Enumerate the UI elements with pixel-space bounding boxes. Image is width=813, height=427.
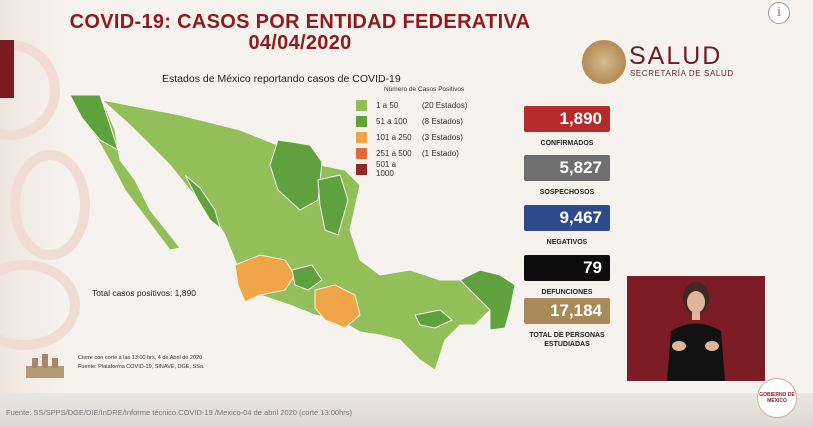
stat-label: SOSPECHOSOS bbox=[539, 189, 595, 196]
stat-label: NEGATIVOS bbox=[546, 239, 588, 246]
page-title: COVID-19: CASOS POR ENTIDAD FEDERATIVA 0… bbox=[0, 12, 600, 54]
logo-name: SALUD bbox=[629, 42, 723, 70]
legend-count: (3 Estados) bbox=[422, 132, 463, 142]
legend-count: (20 Estados) bbox=[422, 100, 468, 110]
legend-count: (1 Estado) bbox=[422, 148, 459, 158]
stat-value: 1,890 bbox=[524, 106, 610, 132]
stat-value: 5,827 bbox=[524, 155, 610, 181]
stat-label: TOTAL DE PERSONAS ESTUDIADAS bbox=[529, 332, 605, 348]
legend-swatch bbox=[356, 99, 367, 111]
building-emblem-icon bbox=[26, 354, 64, 378]
logo-subtitle: SECRETARÍA DE SALUD bbox=[630, 69, 734, 78]
info-icon[interactable]: i bbox=[768, 2, 790, 24]
gobierno-de-mexico-logo: GOBIERNO DE MÉXICO bbox=[757, 378, 797, 418]
cutoff-note: Cierre con corte a las 13:00 hrs, 4 de A… bbox=[78, 355, 203, 361]
legend-range: 51 a 100 bbox=[376, 116, 408, 126]
map-legend: Número de Casos Positivos 1 a 50 (20 Est… bbox=[356, 86, 516, 178]
legend-count: (8 Estados) bbox=[422, 116, 463, 126]
bottom-bar bbox=[0, 393, 813, 427]
red-accent-tab bbox=[0, 40, 14, 98]
legend-row: 1 a 50 (20 Estados) bbox=[356, 97, 516, 113]
legend-range: 251 a 500 bbox=[376, 148, 412, 158]
title-line-1: COVID-19: CASOS POR ENTIDAD FEDERATIVA bbox=[69, 11, 531, 33]
source-caption: Fuente: SS/SPPS/DGE/DIE/InDRE/Informe té… bbox=[6, 408, 352, 417]
stat-confirmados: 1,890 CONFIRMADOS bbox=[524, 106, 610, 148]
title-line-2: 04/04/2020 bbox=[248, 32, 352, 54]
stat-value: 17,184 bbox=[524, 298, 610, 324]
source-note: Fuente: Plataforma COVID-19, SINAVE, DGE… bbox=[78, 364, 205, 370]
stat-defunciones: 79 DEFUNCIONES bbox=[524, 255, 610, 297]
stat-value: 79 bbox=[524, 255, 610, 281]
national-seal-icon bbox=[582, 40, 626, 84]
legend-row: 51 a 100 (8 Estados) bbox=[356, 113, 516, 129]
legend-swatch bbox=[356, 147, 367, 159]
legend-row: 501 a 1000 bbox=[356, 160, 516, 178]
legend-range: 101 a 250 bbox=[376, 132, 412, 142]
sign-language-interpreter bbox=[627, 276, 765, 381]
legend-range: 501 a 1000 bbox=[376, 160, 397, 178]
legend-range: 1 a 50 bbox=[376, 100, 399, 110]
legend-row: 101 a 250 (3 Estados) bbox=[356, 129, 516, 145]
decorative-background bbox=[0, 0, 90, 427]
stat-total-estudiadas: 17,184 TOTAL DE PERSONAS ESTUDIADAS bbox=[524, 298, 610, 349]
stat-sospechosos: 5,827 SOSPECHOSOS bbox=[524, 155, 610, 197]
mexico-map bbox=[69, 94, 516, 371]
stat-value: 9,467 bbox=[524, 205, 610, 231]
total-positive-cases: Total casos positivos: 1,890 bbox=[92, 288, 196, 298]
map-notes: Cierre con corte a las 13:00 hrs, 4 de A… bbox=[78, 354, 204, 372]
legend-swatch bbox=[356, 131, 367, 143]
legend-swatch bbox=[356, 115, 367, 127]
interpreter-figure-icon bbox=[667, 282, 725, 381]
stat-negativos: 9,467 NEGATIVOS bbox=[524, 205, 610, 247]
legend-swatch bbox=[356, 163, 367, 175]
legend-row: 251 a 500 (1 Estado) bbox=[356, 145, 516, 161]
salud-logo: SALUD SECRETARÍA DE SALUD bbox=[582, 40, 737, 84]
stat-label: CONFIRMADOS bbox=[540, 140, 594, 147]
map-title: Estados de México reportando casos de CO… bbox=[162, 73, 401, 85]
legend-title: Número de Casos Positivos bbox=[384, 86, 465, 93]
stat-label: DEFUNCIONES bbox=[541, 289, 593, 296]
